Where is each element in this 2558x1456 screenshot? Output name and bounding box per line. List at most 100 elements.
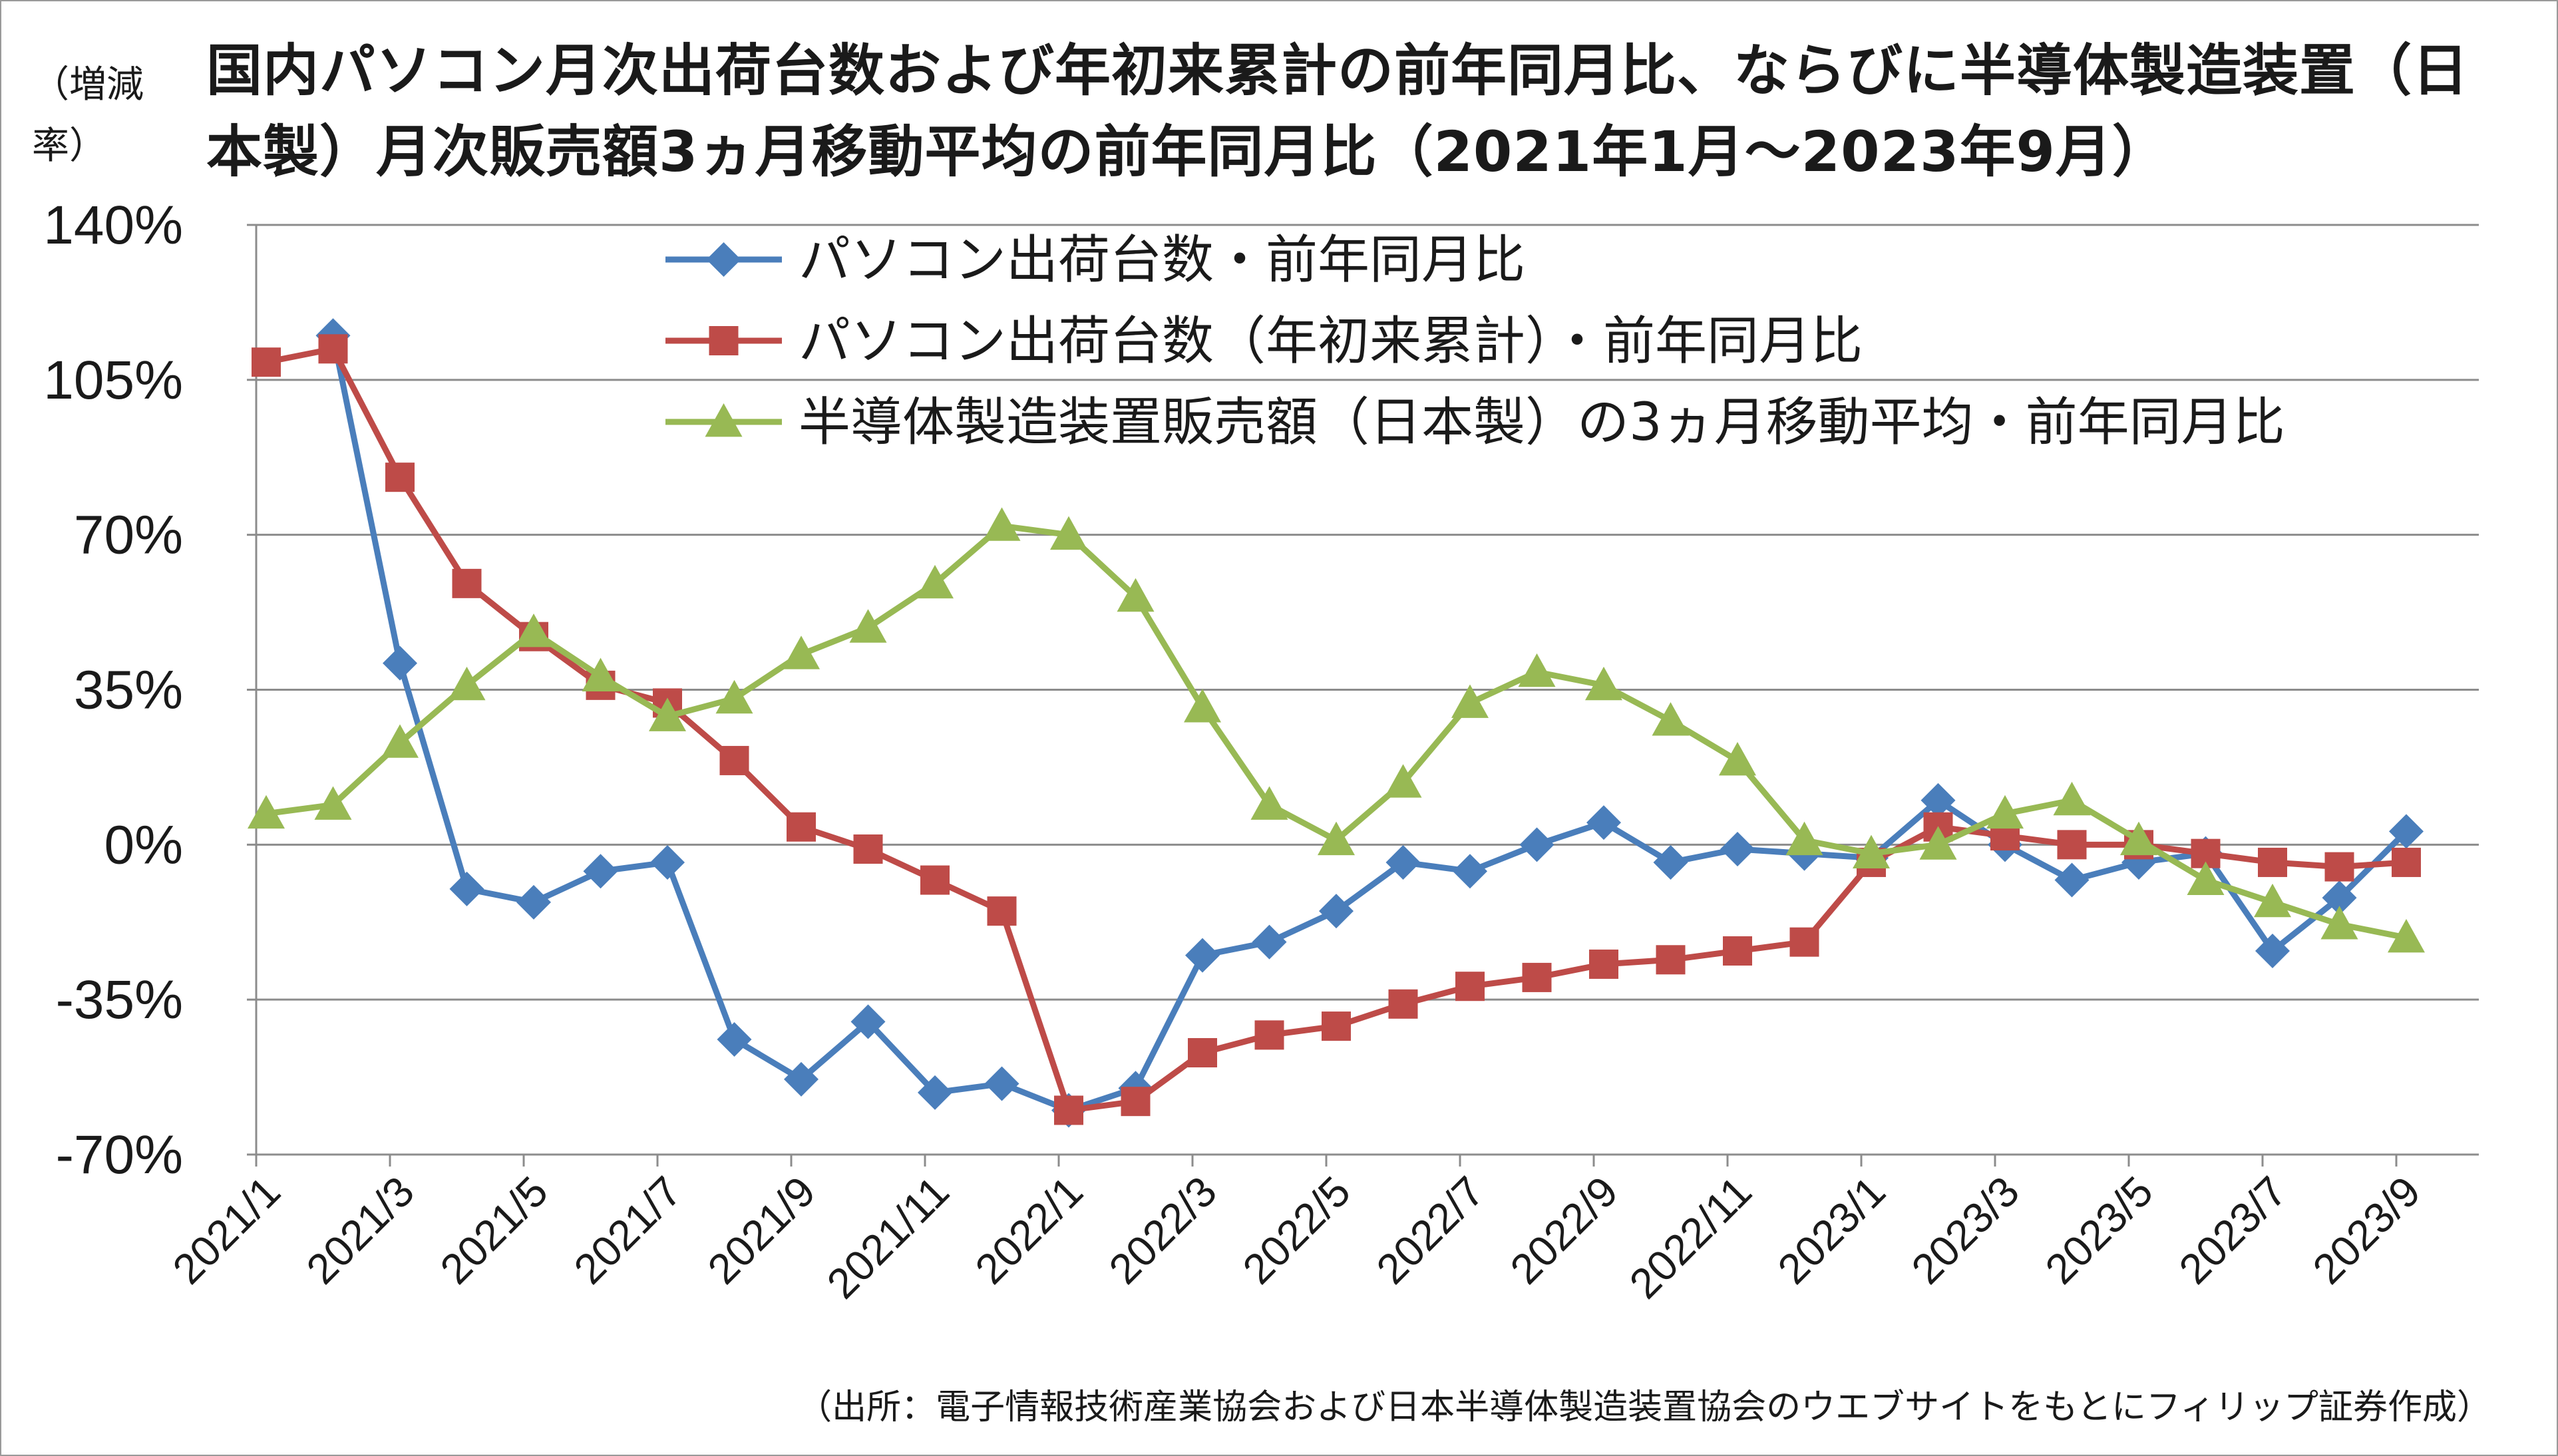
series-point-triangle (2388, 919, 2425, 953)
series-point-triangle (783, 636, 820, 669)
series-point-diamond (650, 844, 685, 880)
series-point-diamond (2054, 862, 2090, 898)
series-point-square (1522, 962, 1552, 992)
series-point-square (853, 834, 883, 864)
series-point-diamond (784, 1061, 819, 1097)
series-point-triangle (2120, 821, 2157, 856)
series-point-square (719, 745, 749, 775)
series-point-square (987, 896, 1017, 926)
series-point-triangle (2254, 883, 2291, 918)
series-point-square (1054, 1095, 1083, 1125)
legend-label: パソコン出荷台数・前年同月比 (799, 230, 1525, 290)
x-tick-label: 2022/11 (1620, 1167, 1761, 1308)
x-tick-label: 2023/9 (2304, 1167, 2430, 1293)
series-point-square (452, 568, 482, 598)
series-point-triangle (1184, 689, 1221, 723)
series-point-square (318, 334, 348, 364)
series-point-triangle (1518, 653, 1556, 687)
y-tick-label: 35% (74, 660, 183, 721)
series-point-square (787, 812, 816, 842)
series-point-square (2324, 852, 2354, 882)
legend-label: 半導体製造装置販売額（日本製）の3ヵ月移動平均・前年同月比 (799, 393, 2285, 453)
series-point-triangle (705, 403, 743, 437)
series-point-triangle (1318, 821, 1355, 856)
series-point-triangle (2187, 861, 2225, 895)
series-point-triangle (1719, 741, 1756, 776)
series-point-triangle (1050, 516, 1087, 550)
legend-item-3: 半導体製造装置販売額（日本製）の3ヵ月移動平均・前年同月比 (665, 393, 2285, 453)
series-lines (248, 318, 2425, 1128)
series-point-triangle (2053, 781, 2091, 816)
y-tick-label: -35% (56, 970, 183, 1030)
y-axis-unit-label: （増減率） (32, 63, 144, 168)
x-tick-label: 2021/5 (431, 1167, 557, 1293)
series-point-diamond (383, 645, 417, 681)
series-point-triangle (983, 507, 1021, 541)
series-point-square (1589, 949, 1618, 979)
series-point-square (1188, 1037, 1217, 1067)
x-tick-label: 2023/1 (1769, 1167, 1895, 1293)
series-point-diamond (706, 242, 741, 277)
x-tick-label: 2021/1 (164, 1167, 289, 1293)
series-point-triangle (1384, 764, 1422, 798)
series-point-triangle (582, 657, 620, 691)
series-2 (252, 334, 2421, 1125)
series-point-triangle (1451, 684, 1489, 718)
chart-title: 国内パソコン月次出荷台数および年初来累計の前年同月比、ならびに半導体製造装置（日… (206, 38, 2469, 184)
series-point-triangle (1117, 578, 1155, 612)
series-point-triangle (448, 666, 486, 701)
series-point-square (1322, 1011, 1351, 1041)
x-tick-label: 2021/3 (297, 1167, 423, 1293)
series-point-diamond (1319, 894, 1354, 929)
series-point-diamond (2255, 933, 2290, 968)
series-point-triangle (1785, 821, 1823, 856)
series-point-square (920, 865, 950, 895)
series-point-diamond (984, 1066, 1019, 1101)
series-point-diamond (918, 1075, 952, 1110)
series-point-triangle (1250, 786, 1288, 820)
x-tick-label: 2023/5 (2036, 1167, 2162, 1293)
series-point-square (1789, 927, 1819, 957)
series-point-square (1121, 1087, 1151, 1117)
y-tick-label: -70% (56, 1125, 183, 1185)
series-3 (248, 507, 2425, 953)
x-tick-label: 2021/9 (699, 1167, 824, 1293)
series-point-square (709, 326, 739, 355)
series-point-diamond (516, 884, 551, 920)
series-point-square (2258, 847, 2287, 877)
series-point-diamond (1185, 938, 1220, 973)
series-point-triangle (314, 786, 352, 820)
y-tick-labels: 140% 105% 70% 35% 0% -35% -70% (43, 195, 183, 1185)
legend: パソコン出荷台数・前年同月比パソコン出荷台数（年初来累計）・前年同月比半導体製造… (665, 230, 2285, 453)
series-point-square (2392, 847, 2421, 877)
x-tick-label: 2023/7 (2170, 1167, 2296, 1293)
series-point-triangle (248, 795, 285, 829)
y-tick-label: 0% (104, 815, 183, 875)
series-point-triangle (1919, 826, 1957, 860)
series-point-diamond (1920, 783, 1956, 818)
x-tick-label: 2022/5 (1234, 1167, 1360, 1293)
series-point-square (1656, 945, 1686, 975)
axes (247, 224, 2479, 1167)
legend-item-2: パソコン出荷台数（年初来累計）・前年同月比 (665, 311, 1863, 371)
series-point-square (1723, 936, 1752, 966)
series-point-triangle (1652, 702, 1690, 736)
x-tick-label: 2021/7 (565, 1167, 691, 1293)
series-point-diamond (2389, 814, 2424, 849)
series-point-square (2057, 830, 2087, 860)
x-tick-label: 2022/7 (1368, 1167, 1493, 1293)
series-point-diamond (850, 1004, 886, 1039)
legend-item-1: パソコン出荷台数・前年同月比 (665, 230, 1525, 290)
series-point-diamond (449, 871, 484, 906)
series-point-diamond (1653, 844, 1688, 880)
x-tick-label: 2022/1 (966, 1167, 1092, 1293)
series-point-triangle (515, 614, 552, 647)
series-point-triangle (381, 724, 419, 758)
series-point-diamond (717, 1022, 752, 1057)
series-point-diamond (583, 854, 618, 889)
x-tick-label: 2021/11 (818, 1167, 958, 1308)
series-point-triangle (2320, 906, 2358, 940)
series-point-square (1455, 972, 1485, 1001)
